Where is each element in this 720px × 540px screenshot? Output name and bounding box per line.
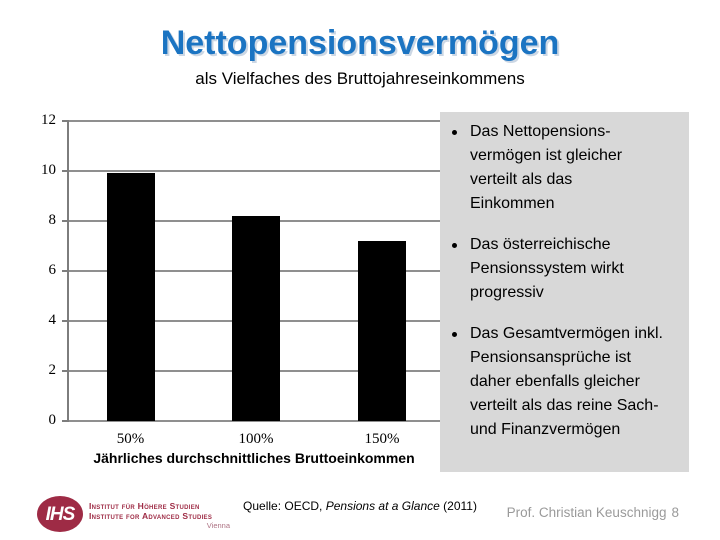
x-tick-label: 100% — [238, 431, 274, 447]
logo-city: Vienna — [206, 521, 230, 530]
bullet-text: Das Gesamtvermögen inkl. Pensionsansprüc… — [470, 325, 663, 438]
y-tick-label: 2 — [48, 362, 57, 378]
y-tick-mark — [62, 420, 68, 422]
source-prefix: Quelle: OECD, — [243, 499, 326, 513]
x-tick-label: 150% — [364, 431, 400, 447]
bullet-item: Das Nettopensions- vermögen ist gleicher… — [440, 120, 677, 216]
y-gridline — [68, 420, 440, 422]
bullet-dot-icon — [452, 332, 457, 337]
slide-subtitle: als Vielfaches des Bruttojahreseinkommen… — [195, 69, 525, 88]
bar — [358, 241, 406, 421]
slide-title: Nettopensionsvermögen — [160, 24, 560, 62]
source-title: Pensions at a Glance — [325, 499, 440, 513]
ihs-logo-monogram: IHS — [45, 503, 76, 525]
x-axis-title: Jährliches durchschnittliches Bruttoeink… — [93, 450, 415, 466]
bar — [232, 216, 280, 421]
y-tick-label: 6 — [48, 262, 57, 278]
author-credit: Prof. Christian Keuschnigg 8 — [507, 505, 679, 520]
bullet-text: Das österreichische Pensionssystem wirkt… — [470, 236, 624, 301]
y-gridline — [68, 120, 440, 122]
ihs-logo-text: Institut für Höhere Studien Institute fo… — [89, 501, 230, 530]
bullet-text: Das Nettopensions- vermögen ist gleicher… — [470, 123, 623, 212]
bullet-list: Das Nettopensions- vermögen ist gleicher… — [440, 112, 689, 442]
page-number: 8 — [671, 505, 679, 520]
bullet-item: Das Gesamtvermögen inkl. Pensionsansprüc… — [440, 322, 677, 442]
ihs-logo: IHS — [37, 496, 83, 532]
y-tick-label: 12 — [41, 112, 56, 128]
y-tick-mark — [62, 270, 68, 272]
y-tick-mark — [62, 120, 68, 122]
y-tick-mark — [62, 370, 68, 372]
y-tick-label: 4 — [48, 312, 57, 328]
x-tick-label: 50% — [116, 431, 145, 447]
bullet-dot-icon — [452, 243, 457, 248]
bullet-item: Das österreichische Pensionssystem wirkt… — [440, 233, 677, 305]
source-citation: Quelle: OECD, Pensions at a Glance (2011… — [0, 499, 720, 513]
author-name: Prof. Christian Keuschnigg — [506, 505, 667, 520]
bullet-dot-icon — [452, 130, 457, 135]
y-tick-label: 0 — [48, 412, 57, 428]
logo-line-german: Institut für Höhere Studien — [89, 501, 200, 511]
y-tick-mark — [62, 170, 68, 172]
source-suffix: (2011) — [439, 499, 477, 513]
y-axis-line — [67, 120, 69, 422]
y-gridline — [68, 170, 440, 172]
bullet-box: Das Nettopensions- vermögen ist gleicher… — [440, 112, 689, 472]
y-tick-label: 8 — [48, 212, 57, 228]
logo-line-english: Institute for Advanced Studies — [89, 510, 213, 521]
y-tick-mark — [62, 320, 68, 322]
y-tick-mark — [62, 220, 68, 222]
bar — [106, 173, 155, 421]
y-tick-label: 10 — [41, 162, 56, 178]
